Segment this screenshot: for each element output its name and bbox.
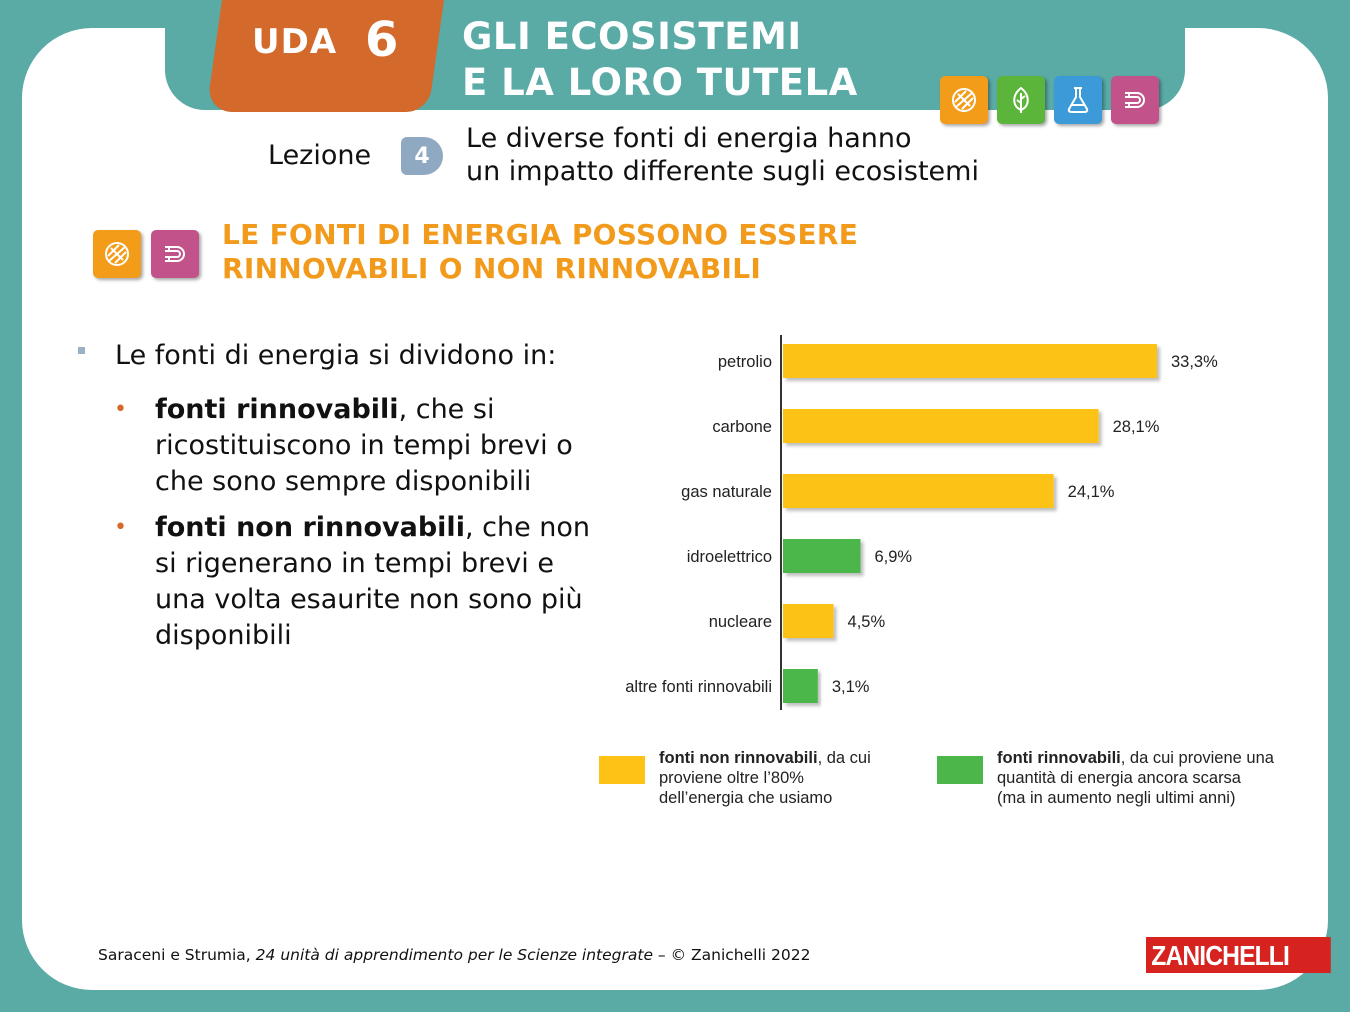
bullet-dot: •	[114, 397, 127, 422]
legend-bold: fonti rinnovabili	[997, 749, 1121, 767]
legend-line3: dell’energia che usiamo	[659, 789, 833, 807]
footer-book-title: 24 unità di apprendimento per le Scienze…	[255, 946, 653, 964]
legend-line2: quantità di energia ancora scarsa	[997, 769, 1241, 787]
legend-text-non-renewable: fonti non rinnovabili, da cui proviene o…	[659, 748, 871, 808]
unit-title: GLI ECOSISTEMI E LA LORO TUTELA	[462, 14, 858, 106]
leaf-icon	[997, 76, 1045, 124]
category-label: gas naturale	[681, 483, 772, 501]
section-title: LE FONTI DI ENERGIA POSSONO ESSERE RINNO…	[222, 218, 858, 286]
lesson-title: Le diverse fonti di energia hanno un imp…	[466, 122, 979, 188]
uda-label: UDA	[252, 22, 338, 62]
lesson-title-line2: un impatto differente sugli ecosistemi	[466, 156, 979, 187]
bullet-nonrenewable: • fonti non rinnovabili, che non si rige…	[78, 510, 598, 654]
category-label: idroelettrico	[687, 548, 772, 566]
category-label: carbone	[712, 418, 772, 436]
bar-altre-fonti-rinnovabili	[783, 669, 818, 703]
flask-icon	[1054, 76, 1102, 124]
legend-bold: fonti non rinnovabili	[659, 749, 818, 767]
bullet-intro: Le fonti di energia si dividono in:	[78, 338, 598, 374]
bullet-nonrenewable-text: , che non si rigenerano in tempi brevi e…	[155, 512, 591, 651]
section-title-line1: LE FONTI DI ENERGIA POSSONO ESSERE	[222, 218, 859, 251]
subject-icons	[940, 76, 1159, 124]
bullet-list: Le fonti di energia si dividono in: • fo…	[78, 338, 598, 654]
energy-sources-bar-chart: petrolio 33,3% carbone 28,1% gas naturale 24,…	[625, 335, 1218, 710]
legend-text: , da cui proviene una	[1120, 749, 1274, 767]
bar-carbone	[783, 409, 1099, 443]
unit-title-line2: E LA LORO TUTELA	[462, 61, 858, 104]
bar-idroelettrico	[783, 539, 861, 573]
bullet-renewable-bold: fonti rinnovabili	[155, 394, 399, 425]
legend-text-renewable: fonti rinnovabili, da cui proviene una q…	[997, 748, 1274, 808]
bars-group: petrolio 33,3% carbone 28,1% gas naturale 24,…	[625, 344, 1218, 703]
legend-text: , da cui	[817, 749, 871, 767]
magnet-icon	[151, 230, 199, 278]
lesson-title-line1: Le diverse fonti di energia hanno	[466, 123, 912, 154]
value-label: 28,1%	[1113, 418, 1160, 436]
bullet-dot: •	[114, 515, 127, 540]
publisher-logo: ZANICHELLI	[1146, 937, 1331, 973]
footer-authors: Saraceni e Strumia,	[98, 946, 256, 964]
legend-line2: proviene oltre l’80%	[659, 769, 804, 787]
lesson-label: Lezione	[268, 140, 372, 171]
legend-swatch-non-renewable	[599, 756, 645, 784]
value-label: 33,3%	[1171, 353, 1218, 371]
value-label: 6,9%	[874, 548, 912, 566]
value-label: 3,1%	[832, 678, 870, 696]
bar-gas-naturale	[783, 474, 1054, 508]
globe-icon	[93, 230, 141, 278]
bullet-renewable: • fonti rinnovabili, che si ricostituisc…	[78, 392, 598, 500]
lesson-number-badge: 4	[401, 137, 443, 175]
section-icons	[93, 230, 199, 278]
value-label: 24,1%	[1068, 483, 1115, 501]
magnet-icon	[1111, 76, 1159, 124]
legend-line3: (ma in aumento negli ultimi anni)	[997, 789, 1236, 807]
section-title-line2: RINNOVABILI O NON RINNOVABILI	[222, 252, 762, 285]
uda-number: 6	[365, 12, 399, 68]
category-label: altre fonti rinnovabili	[625, 678, 772, 696]
footer-credit: Saraceni e Strumia, 24 unità di apprendi…	[98, 946, 810, 964]
bullet-renewable-text: , che si ricostituiscono in tempi brevi …	[155, 394, 573, 497]
value-label: 4,5%	[848, 613, 886, 631]
footer-copyright: – © Zanichelli 2022	[653, 946, 811, 964]
slide-card	[22, 28, 1328, 990]
category-label: nucleare	[709, 613, 772, 631]
category-label: petrolio	[718, 353, 772, 371]
bar-petrolio	[783, 344, 1157, 378]
unit-title-line1: GLI ECOSISTEMI	[462, 15, 802, 58]
bullet-nonrenewable-bold: fonti non rinnovabili	[155, 512, 465, 543]
globe-icon	[940, 76, 988, 124]
legend-swatch-renewable	[937, 756, 983, 784]
bar-nucleare	[783, 604, 834, 638]
